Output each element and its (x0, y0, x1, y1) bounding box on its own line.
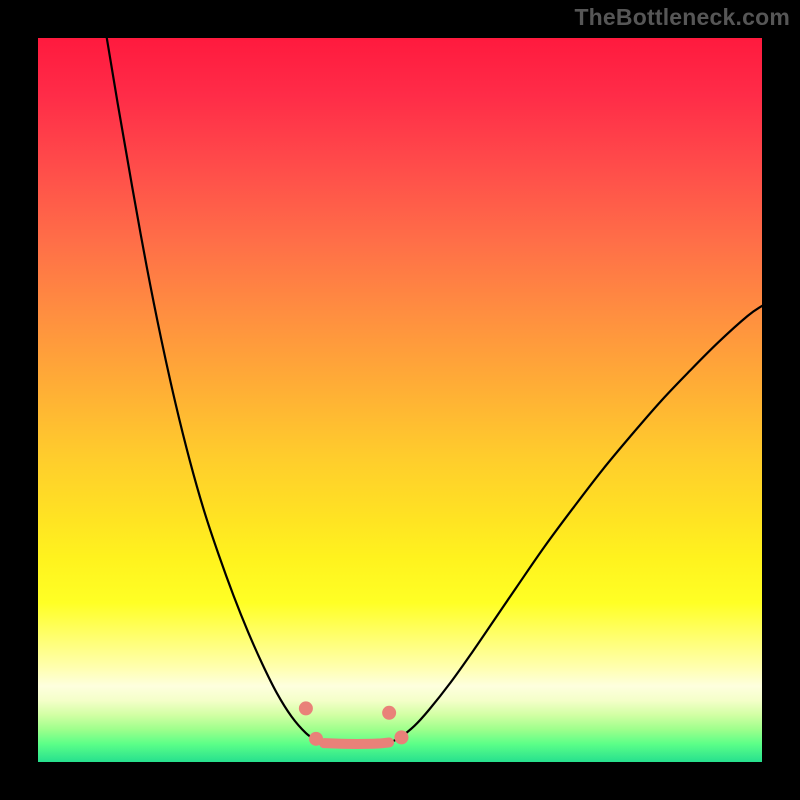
marker-dot (309, 732, 323, 746)
watermark-text: TheBottleneck.com (574, 4, 790, 31)
marker-dot (382, 706, 396, 720)
marker-dot (299, 701, 313, 715)
bottleneck-curve-chart (0, 0, 800, 800)
plot-background (38, 38, 762, 762)
marker-dot (394, 730, 408, 744)
optimal-range-segment (324, 742, 389, 743)
chart-frame: TheBottleneck.com (0, 0, 800, 800)
